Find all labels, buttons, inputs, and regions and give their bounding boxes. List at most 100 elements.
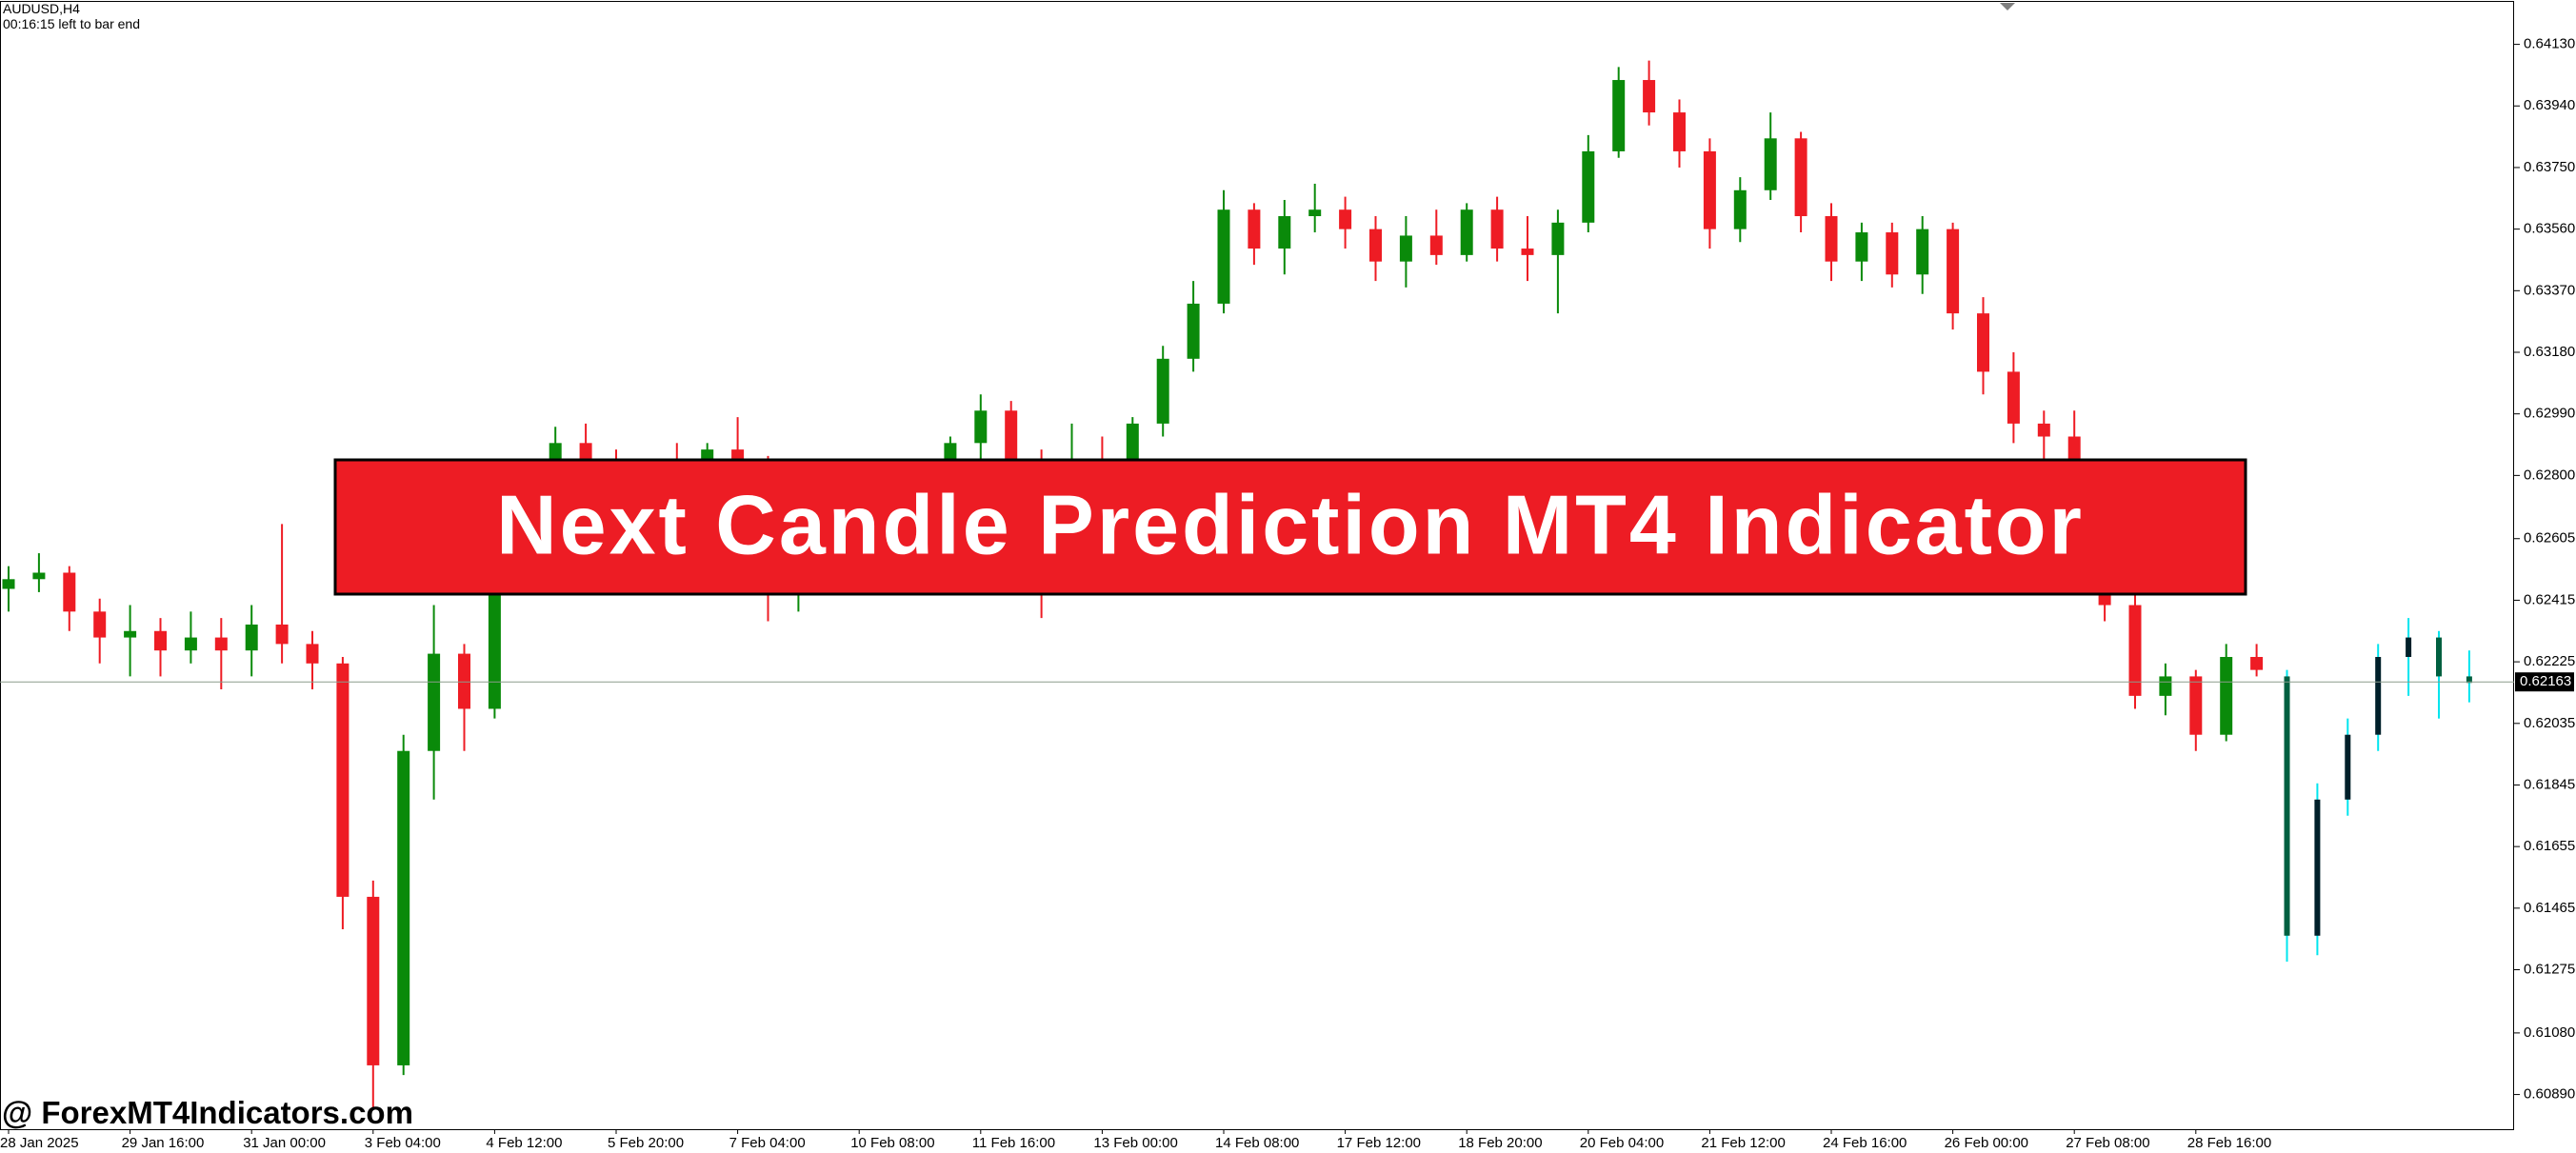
- x-tick-label: 31 Jan 00:00: [243, 1135, 326, 1151]
- candle-body: [2128, 605, 2142, 696]
- candle-body: [1855, 232, 1868, 262]
- candle-body: [1643, 80, 1656, 113]
- marks: [0, 60, 2514, 1108]
- candle-body: [2406, 637, 2412, 657]
- candle-body: [397, 750, 410, 1065]
- x-tick-label: 13 Feb 00:00: [1093, 1135, 1177, 1151]
- x-tick-label: 24 Feb 16:00: [1823, 1135, 1907, 1151]
- y-tick-label: 0.64130: [2524, 36, 2575, 52]
- candle-body: [1977, 313, 1989, 372]
- y-tick-label: 0.62225: [2524, 653, 2575, 669]
- candle-body: [1187, 303, 1200, 359]
- candle-body: [428, 653, 441, 751]
- timer-label: 00:16:15 left to bar end: [3, 16, 140, 31]
- candle-body: [32, 572, 46, 580]
- y-tick-label: 0.62415: [2524, 591, 2575, 607]
- x-tick-label: 28 Jan 2025: [0, 1135, 79, 1151]
- candle-body: [2345, 734, 2351, 800]
- banner-box: [333, 458, 2247, 596]
- candle-body: [1278, 216, 1291, 249]
- banner-text: Next Candle Prediction MT4 Indicator: [496, 477, 2085, 571]
- candle-body: [1156, 358, 1169, 424]
- candle-body: [1005, 410, 1018, 463]
- x-tick-label: 29 Jan 16:00: [122, 1135, 205, 1151]
- symbol-label: AUDUSD,H4: [3, 1, 80, 16]
- x-tick-label: 27 Feb 08:00: [2066, 1135, 2149, 1151]
- candle-body: [579, 443, 592, 463]
- candle-body: [1248, 209, 1261, 249]
- current-price-label: 0.62163: [2520, 673, 2571, 689]
- x-tick-label: 7 Feb 04:00: [729, 1135, 806, 1151]
- x-tick-label: 17 Feb 12:00: [1337, 1135, 1421, 1151]
- candle-body: [458, 653, 470, 709]
- candle-body: [2250, 657, 2264, 670]
- x-tick-label: 5 Feb 20:00: [608, 1135, 684, 1151]
- candle-body: [1339, 209, 1352, 229]
- y-tick-label: 0.61655: [2524, 838, 2575, 854]
- x-tick-label: 20 Feb 04:00: [1580, 1135, 1664, 1151]
- y-tick-label: 0.61465: [2524, 900, 2575, 916]
- candle-body: [1308, 209, 1322, 217]
- y-tick-label: 0.62800: [2524, 467, 2575, 483]
- candle-body: [214, 637, 228, 651]
- candle-body: [306, 644, 319, 664]
- current-price-box: [2515, 672, 2574, 692]
- candle-body: [1947, 229, 1960, 314]
- candle-body: [184, 637, 197, 651]
- candle-body: [245, 624, 258, 651]
- candle-body: [2375, 657, 2382, 735]
- x-tick-label: 21 Feb 12:00: [1701, 1135, 1785, 1151]
- candle-body: [336, 663, 349, 897]
- candle-body: [1460, 209, 1473, 255]
- y-tick-label: 0.62990: [2524, 406, 2575, 422]
- candle-body: [1399, 235, 1412, 262]
- candle-body: [1886, 232, 1899, 275]
- x-tick-label: 14 Feb 08:00: [1215, 1135, 1299, 1151]
- candle-body: [2284, 676, 2290, 936]
- y-tick-label: 0.63180: [2524, 344, 2575, 360]
- y-tick-label: 0.61845: [2524, 776, 2575, 792]
- y-tick-label: 0.63370: [2524, 282, 2575, 298]
- candle-body: [1429, 235, 1443, 255]
- candle-body: [974, 410, 988, 444]
- y-tick-label: 0.63940: [2524, 97, 2575, 113]
- candle-body: [1521, 248, 1534, 255]
- y-tick-label: 0.63750: [2524, 159, 2575, 175]
- candle-body: [1582, 150, 1595, 223]
- shift-marker: [2000, 3, 2015, 10]
- x-tick-label: 10 Feb 08:00: [850, 1135, 934, 1151]
- y-tick-label: 0.63560: [2524, 221, 2575, 237]
- y-tick-label: 0.62035: [2524, 715, 2575, 731]
- candle-body: [154, 630, 167, 651]
- candle-body: [1916, 229, 1929, 275]
- candle-body: [2189, 676, 2203, 735]
- candle-body: [275, 624, 289, 645]
- x-tick-label: 3 Feb 04:00: [365, 1135, 441, 1151]
- candle-body: [2159, 676, 2172, 696]
- candle-body: [1217, 209, 1230, 304]
- y-tick-label: 0.60890: [2524, 1086, 2575, 1103]
- y-tick-label: 0.62605: [2524, 530, 2575, 547]
- x-tick-label: 26 Feb 00:00: [1945, 1135, 2028, 1151]
- candle-body: [1551, 222, 1565, 255]
- candle-body: [93, 611, 107, 638]
- candle-body: [1490, 209, 1504, 249]
- candle-body: [2314, 799, 2321, 936]
- x-tick-label: 11 Feb 16:00: [972, 1135, 1055, 1151]
- candle-body: [1794, 138, 1807, 217]
- candle-body: [1126, 423, 1139, 469]
- candle-body: [1703, 150, 1716, 229]
- candle-body: [1369, 229, 1382, 262]
- candle-body: [2, 579, 15, 589]
- candle-body: [2220, 657, 2233, 735]
- candle-body: [1825, 216, 1838, 262]
- candle-body: [1764, 138, 1777, 190]
- x-tick-label: 18 Feb 20:00: [1458, 1135, 1542, 1151]
- watermark: @ ForexMT4Indicators.com: [2, 1095, 413, 1130]
- candle-body: [1733, 189, 1747, 229]
- candle-body: [2466, 676, 2472, 684]
- candle-body: [2007, 371, 2020, 424]
- candle-body: [2037, 423, 2050, 437]
- candle-body: [1673, 112, 1686, 151]
